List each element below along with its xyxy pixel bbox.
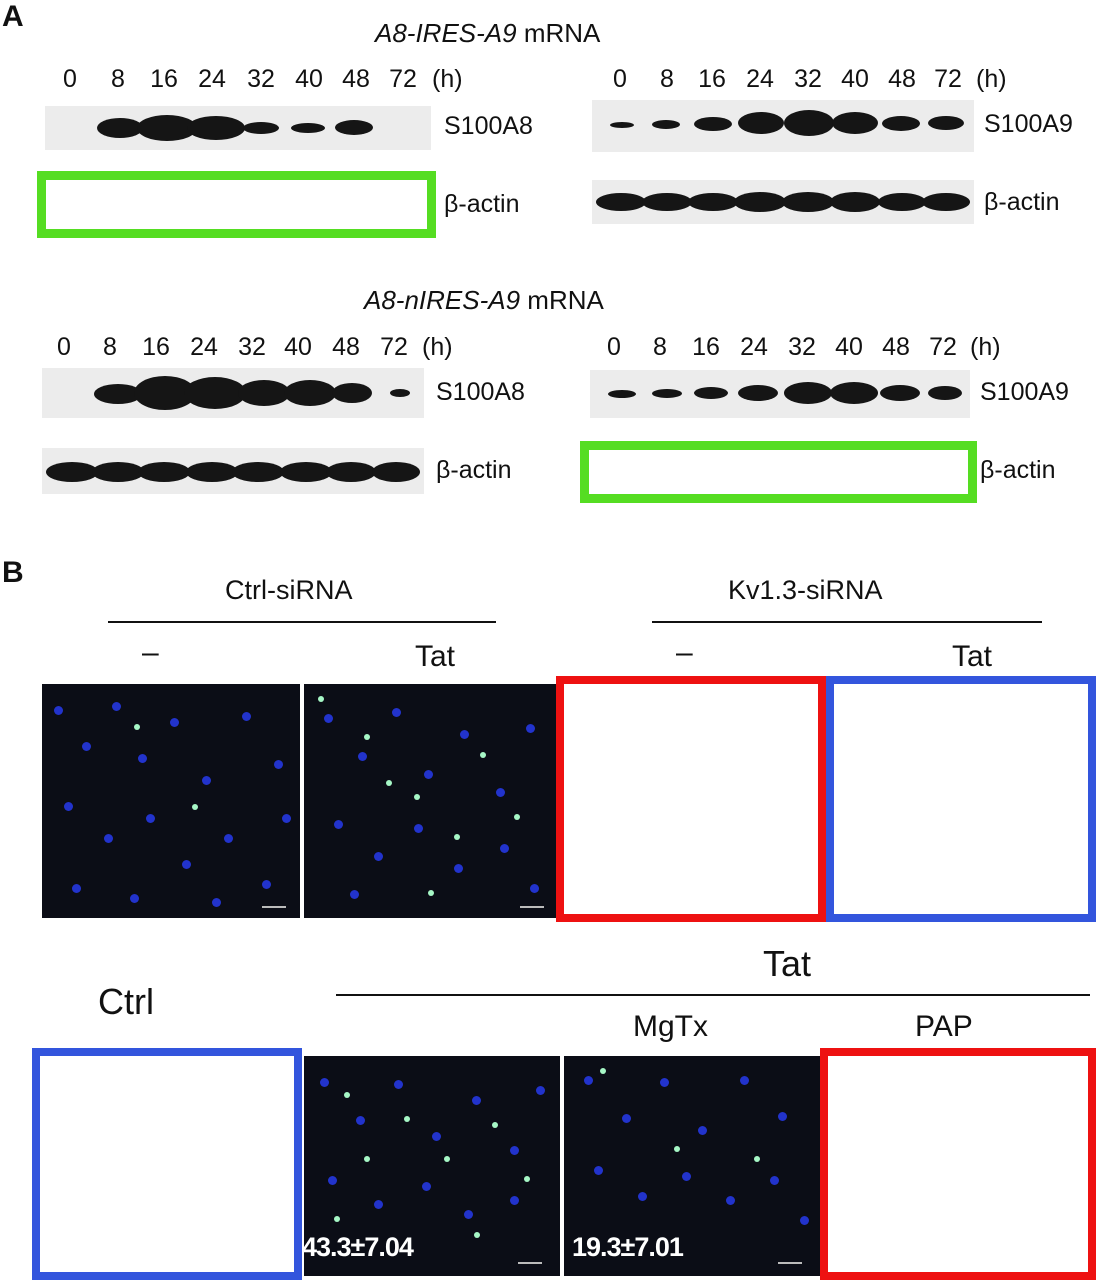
- condition-untreated: –: [676, 636, 693, 669]
- ctrl-group-label: Ctrl: [98, 981, 154, 1022]
- time-tick: 40: [841, 65, 869, 93]
- condition-untreated: –: [142, 636, 159, 669]
- time-tick: 0: [63, 65, 77, 93]
- time-unit: (h): [970, 333, 1001, 361]
- time-tick: 32: [238, 333, 266, 361]
- time-tick: 16: [150, 65, 178, 93]
- time-tick: 24: [746, 65, 774, 93]
- loading-control-label: β-actin: [444, 190, 520, 218]
- time-tick: 24: [198, 65, 226, 93]
- time-tick: 24: [190, 333, 218, 361]
- time-tick: 72: [380, 333, 408, 361]
- top-title-construct: A8-IRES-A9: [375, 18, 517, 48]
- time-tick: 16: [142, 333, 170, 361]
- loading-control-label: β-actin: [436, 456, 512, 484]
- blot-s100a8-ires: [45, 106, 431, 150]
- time-tick: 0: [57, 333, 71, 361]
- highlighted-blank-region: [820, 1048, 1096, 1280]
- highlighted-blank-region: [556, 676, 826, 922]
- protein-label: S100A9: [980, 378, 1069, 406]
- blot-actin-nires: [42, 448, 424, 494]
- condition-pap: PAP: [915, 1010, 973, 1043]
- time-tick: 40: [835, 333, 863, 361]
- time-tick: 0: [613, 65, 627, 93]
- highlighted-blank-region: [580, 441, 977, 503]
- loading-control-label: β-actin: [984, 188, 1060, 216]
- protein-label: S100A8: [444, 112, 533, 140]
- time-tick: 48: [888, 65, 916, 93]
- time-tick: 8: [660, 65, 674, 93]
- panel-b-label: B: [2, 556, 24, 589]
- group-divider: [652, 621, 1042, 623]
- micrograph-ctrl-sirna-tat: [304, 684, 558, 918]
- time-tick: 8: [103, 333, 117, 361]
- time-unit: (h): [976, 65, 1007, 93]
- group-label-ctrl-sirna: Ctrl-siRNA: [225, 575, 353, 605]
- time-tick: 8: [653, 333, 667, 361]
- blot-s100a9-ires: [592, 100, 974, 152]
- time-tick: 72: [934, 65, 962, 93]
- top-section-title: A8-IRES-A9 mRNA: [375, 18, 600, 49]
- protein-label: S100A9: [984, 110, 1073, 138]
- quantification-value: 43.3±7.04: [304, 1232, 414, 1262]
- time-tick: 72: [929, 333, 957, 361]
- tat-group-label: Tat: [763, 943, 812, 984]
- bottom-section-title: A8-nIRES-A9 mRNA: [364, 285, 604, 316]
- time-unit: (h): [422, 333, 453, 361]
- panel-a-label: A: [2, 0, 24, 33]
- blot-s100a9-nires: [590, 370, 970, 418]
- time-tick: 16: [692, 333, 720, 361]
- loading-control-label: β-actin: [980, 456, 1056, 484]
- protein-label: S100A8: [436, 378, 525, 406]
- blot-actin-ires: [592, 180, 974, 224]
- time-tick: 48: [882, 333, 910, 361]
- time-tick: 32: [788, 333, 816, 361]
- time-tick: 48: [342, 65, 370, 93]
- condition-tat: Tat: [952, 640, 993, 673]
- time-tick: 48: [332, 333, 360, 361]
- time-tick: 72: [389, 65, 417, 93]
- bottom-title-suffix: mRNA: [520, 285, 604, 315]
- group-divider: [108, 621, 496, 623]
- highlighted-blank-region: [37, 171, 436, 238]
- time-tick: 40: [295, 65, 323, 93]
- group-label-kv13-sirna: Kv1.3-siRNA: [728, 575, 883, 605]
- time-unit: (h): [432, 65, 463, 93]
- condition-tat: Tat: [415, 640, 456, 673]
- top-title-suffix: mRNA: [516, 18, 601, 48]
- micrograph-tat-mgtx: 19.3±7.01: [564, 1056, 820, 1276]
- quantification-value: 19.3±7.01: [572, 1232, 684, 1262]
- highlighted-blank-region: [826, 676, 1096, 922]
- condition-mgtx: MgTx: [633, 1010, 708, 1043]
- highlighted-blank-region: [32, 1048, 302, 1280]
- micrograph-tat: 43.3±7.04: [304, 1056, 560, 1276]
- time-tick: 32: [794, 65, 822, 93]
- time-tick: 40: [284, 333, 312, 361]
- time-tick: 8: [111, 65, 125, 93]
- blot-s100a8-nires: [42, 368, 424, 418]
- time-tick: 0: [607, 333, 621, 361]
- bottom-title-construct: A8-nIRES-A9: [364, 285, 521, 315]
- group-divider: [336, 994, 1090, 996]
- time-tick: 16: [698, 65, 726, 93]
- micrograph-ctrl-sirna-untreated: [42, 684, 300, 918]
- time-tick: 32: [247, 65, 275, 93]
- time-tick: 24: [740, 333, 768, 361]
